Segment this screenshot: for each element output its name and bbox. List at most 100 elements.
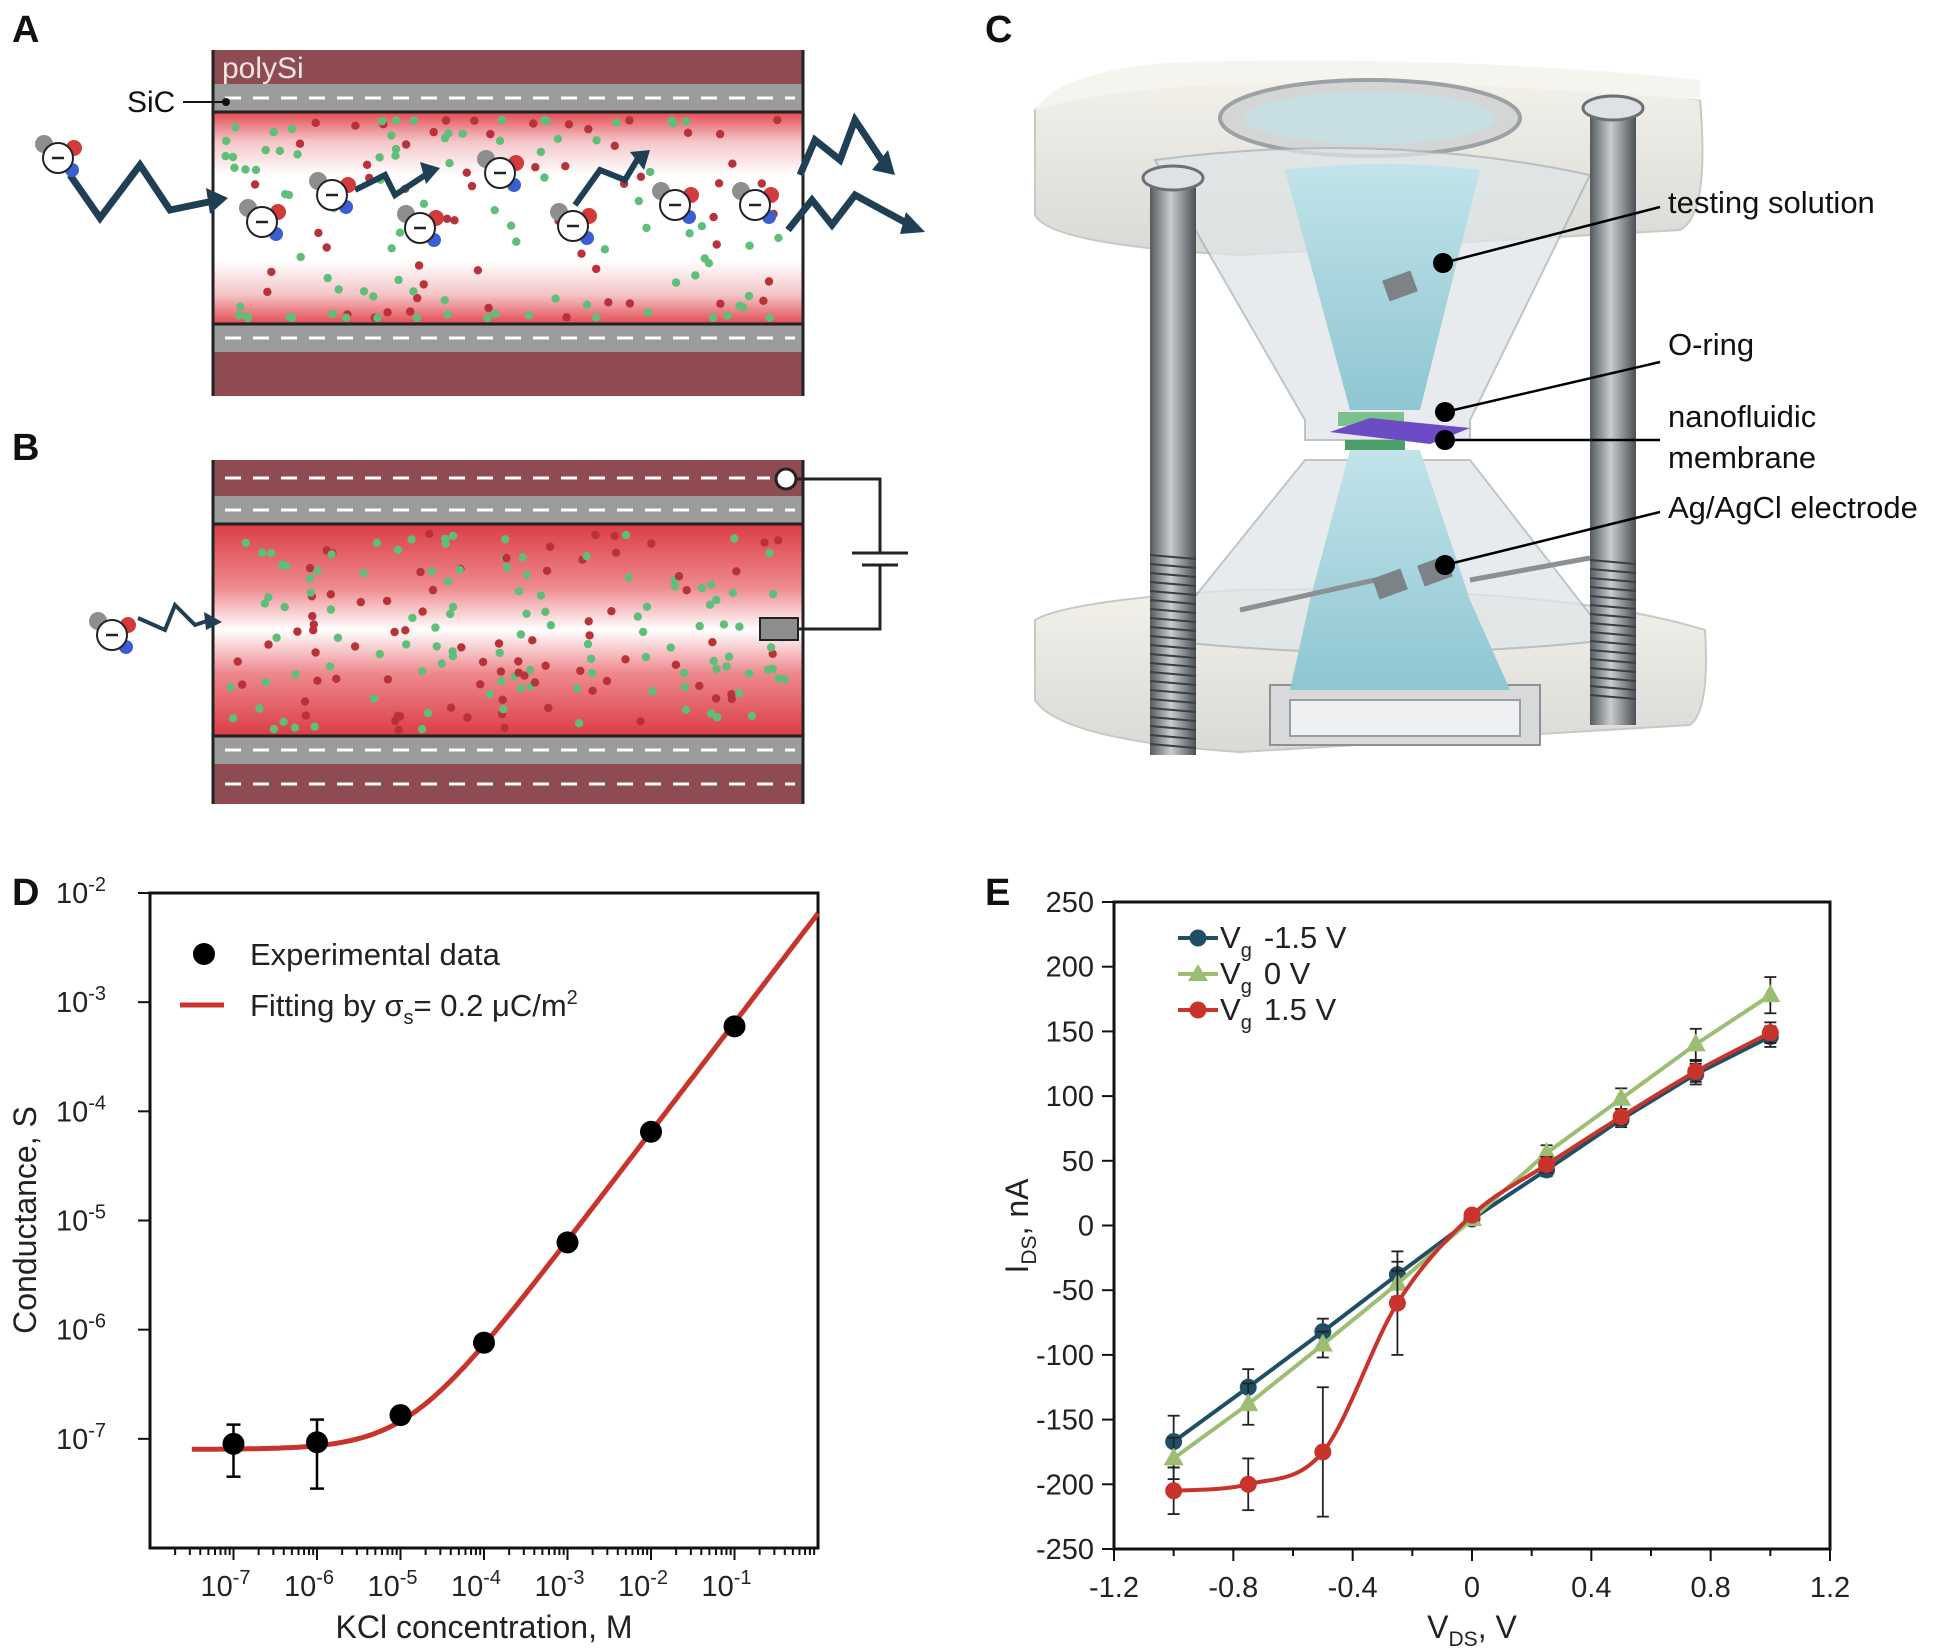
cation-dot	[251, 165, 261, 175]
cation-dot	[766, 643, 776, 652]
anion-molecule	[397, 205, 444, 247]
anion-dot	[711, 694, 721, 703]
anion-dot	[313, 676, 322, 685]
cation-dot	[744, 669, 754, 678]
cation-dot	[722, 662, 731, 671]
cation-dot	[712, 595, 721, 605]
cation-dot	[394, 275, 403, 285]
cation-dot	[506, 221, 516, 230]
cation-dot	[323, 273, 332, 283]
cation-dot	[490, 309, 500, 318]
cation-dot	[445, 159, 454, 168]
y-tick-label-d: 10-2	[56, 874, 106, 910]
cation-dot	[541, 607, 550, 616]
label-membrane-1: nanofluidic	[1668, 399, 1816, 434]
legend-item-e: Vg 1.5 V	[1178, 992, 1337, 1034]
x-tick-label-d: 10-4	[451, 1567, 501, 1603]
anion-dot	[383, 675, 393, 684]
cation-dot	[522, 570, 531, 580]
anion-dot	[442, 214, 452, 223]
anion-dot	[428, 585, 438, 595]
cation-dot	[719, 620, 729, 629]
y-tick-label-e: -50	[1052, 1275, 1094, 1307]
y-tick-label-e: -150	[1036, 1405, 1094, 1437]
cation-dot	[624, 573, 633, 582]
cation-dot	[642, 223, 651, 233]
label-testing-solution: testing solution	[1668, 185, 1875, 220]
cation-dot	[546, 621, 556, 630]
cation-dot	[680, 682, 690, 692]
cation-dot	[310, 722, 319, 731]
y-tick-label-d: 10-3	[56, 983, 106, 1019]
cation-dot	[235, 311, 244, 320]
cation-dot	[574, 719, 584, 728]
anion-dot	[401, 140, 411, 149]
anion-molecule	[309, 172, 356, 214]
anion-dot	[486, 129, 495, 139]
cation-dot	[592, 136, 601, 145]
cation-dot	[681, 117, 691, 126]
anion-dot	[356, 597, 365, 607]
legend-marker-e	[1189, 929, 1207, 947]
anion-dot	[764, 277, 774, 286]
label-o-ring: O-ring	[1668, 327, 1754, 362]
cation-dot	[228, 714, 238, 723]
anion-dot	[545, 542, 555, 551]
data-point-e	[1163, 1447, 1184, 1466]
anion-dot	[610, 141, 619, 150]
anion-dot	[636, 717, 645, 726]
cation-dot	[522, 609, 531, 618]
sic-label: SiC	[127, 86, 175, 119]
cation-dot	[306, 588, 315, 597]
cation-dot	[441, 539, 450, 548]
cation-dot	[287, 124, 297, 134]
cation-dot	[744, 291, 754, 301]
cation-dot	[231, 123, 240, 132]
legend-label-e: Vg 1.5 V	[1220, 992, 1337, 1034]
cation-dot	[497, 115, 507, 125]
cation-dot	[255, 704, 264, 713]
cation-dot	[641, 652, 651, 662]
legend-label-e: Vg 0 V	[1220, 956, 1311, 998]
data-point-e	[1538, 1156, 1556, 1174]
cation-dot	[730, 534, 739, 543]
anion-molecule	[477, 150, 524, 192]
cation-dot	[495, 648, 504, 658]
cation-dot	[582, 300, 592, 309]
cation-dot	[269, 127, 278, 137]
cation-dot	[280, 602, 289, 612]
anion-dot	[528, 636, 537, 645]
data-point-e	[1238, 1393, 1259, 1412]
anion-dot	[401, 626, 410, 635]
cation-dot	[670, 582, 680, 591]
cation-dot	[638, 627, 648, 637]
x-tick-label-e: 0.4	[1571, 1572, 1611, 1604]
cation-dot	[282, 561, 291, 571]
anion-dot	[250, 180, 260, 189]
cation-dot	[458, 129, 467, 138]
x-axis-label-e: VDS, V	[1427, 1609, 1517, 1649]
anion-dot	[564, 120, 574, 129]
anion-molecule	[652, 182, 699, 224]
cation-dot	[448, 602, 458, 612]
cation-dot	[728, 588, 737, 597]
anion-dot	[610, 531, 619, 540]
anion-dot	[463, 713, 472, 722]
anion-dot	[457, 643, 466, 652]
series-line	[1173, 1030, 1772, 1493]
cation-dot	[285, 312, 294, 322]
cation-dot	[417, 724, 427, 734]
anion-dot	[760, 538, 769, 547]
cation-dot	[648, 686, 657, 696]
panel-label-c: C	[985, 9, 1012, 51]
cation-dot	[418, 667, 427, 676]
cation-dot	[409, 287, 418, 296]
anion-dot	[350, 642, 360, 651]
y-axis-label-d: Conductance, S	[7, 1106, 43, 1334]
x-tick-label-d: 10-7	[200, 1567, 250, 1603]
cation-dot	[499, 705, 508, 714]
cation-dot	[369, 694, 379, 703]
y-tick-label-e: 0	[1078, 1211, 1094, 1243]
data-point-e	[1312, 1333, 1333, 1352]
membrane-chip	[1330, 418, 1470, 444]
